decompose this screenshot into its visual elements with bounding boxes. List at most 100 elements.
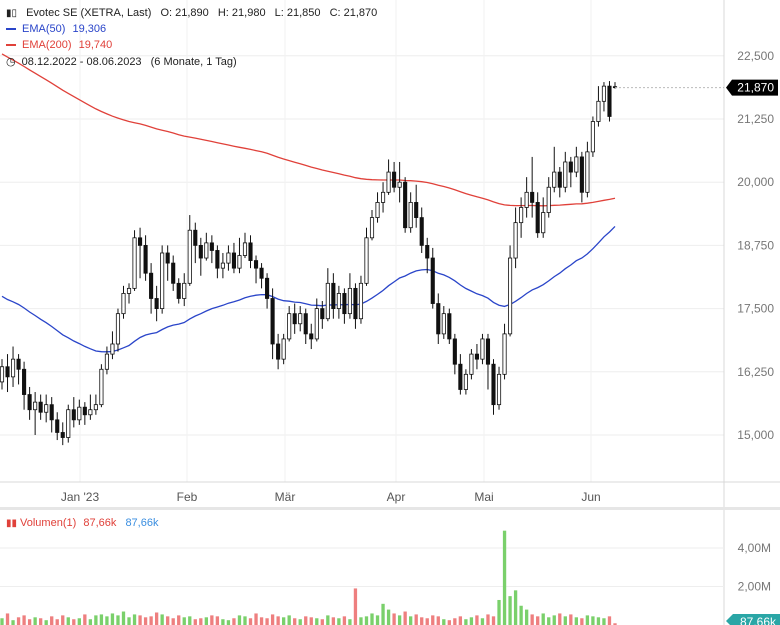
volume-bar[interactable] — [370, 613, 374, 625]
candle-body[interactable] — [530, 191, 535, 203]
candle-body[interactable] — [574, 156, 579, 173]
volume-bar[interactable] — [403, 611, 407, 625]
volume-bar[interactable] — [127, 617, 131, 625]
candle-body[interactable] — [447, 313, 452, 340]
volume-bar[interactable] — [480, 618, 485, 625]
volume-bar[interactable] — [293, 618, 297, 625]
volume-bar[interactable] — [254, 613, 258, 625]
volume-bar[interactable] — [143, 617, 148, 625]
volume-bar[interactable] — [210, 615, 214, 625]
candle-body[interactable] — [369, 217, 375, 239]
candle-body[interactable] — [66, 409, 71, 438]
volume-bar[interactable] — [580, 618, 584, 625]
volume-bar[interactable] — [27, 619, 32, 625]
candle-body[interactable] — [458, 363, 463, 390]
candle-body[interactable] — [93, 404, 98, 411]
volume-bar[interactable] — [547, 617, 551, 625]
candle-body[interactable] — [480, 338, 485, 360]
volume-bar[interactable] — [83, 614, 87, 625]
volume-bar[interactable] — [66, 617, 70, 625]
candle-body[interactable] — [110, 343, 115, 355]
volume-bar[interactable] — [276, 616, 280, 625]
volume-bar[interactable] — [88, 619, 93, 625]
candle-body[interactable] — [5, 366, 10, 378]
candle-body[interactable] — [138, 237, 143, 246]
volume-bar[interactable] — [193, 619, 197, 625]
volume-bar[interactable] — [281, 617, 286, 625]
volume-bar[interactable] — [243, 616, 247, 625]
candle-body[interactable] — [77, 406, 82, 421]
volume-bar[interactable] — [348, 619, 352, 625]
candle-body[interactable] — [496, 373, 502, 406]
candle-body[interactable] — [22, 368, 27, 395]
candle-body[interactable] — [331, 282, 336, 310]
candle-body[interactable] — [160, 252, 165, 309]
candle-body[interactable] — [10, 358, 16, 378]
candle-body[interactable] — [463, 373, 468, 390]
candle-body[interactable] — [104, 353, 109, 370]
candle-body[interactable] — [353, 287, 358, 320]
candle-body[interactable] — [231, 252, 237, 269]
candle-body[interactable] — [38, 401, 43, 413]
candle-body[interactable] — [303, 313, 308, 335]
volume-bar[interactable] — [497, 599, 501, 625]
volume-bar[interactable] — [221, 619, 225, 625]
volume-bar[interactable] — [39, 618, 43, 625]
volume-bar[interactable] — [364, 616, 369, 625]
volume-bar[interactable] — [442, 619, 446, 625]
volume-bar[interactable] — [16, 617, 21, 625]
candle-body[interactable] — [403, 181, 408, 229]
volume-bar[interactable] — [232, 618, 236, 625]
volume-bar[interactable] — [386, 609, 391, 625]
volume-bar[interactable] — [558, 613, 562, 625]
candle-body[interactable] — [563, 161, 568, 188]
volume-bar[interactable] — [138, 615, 142, 625]
candle-body[interactable] — [325, 282, 330, 320]
volume-bar[interactable] — [475, 615, 479, 625]
volume-bar[interactable] — [536, 616, 540, 625]
volume-bar[interactable] — [248, 618, 253, 625]
candle-body[interactable] — [436, 303, 441, 335]
volume-bar[interactable] — [110, 613, 115, 625]
volume-bar[interactable] — [591, 616, 595, 625]
volume-bar[interactable] — [166, 616, 170, 625]
volume-bar[interactable] — [215, 616, 220, 625]
candle-body[interactable] — [55, 419, 60, 433]
candle-body[interactable] — [44, 404, 49, 413]
volume-bar[interactable] — [105, 616, 109, 625]
candle-body[interactable] — [491, 363, 496, 406]
volume-bar[interactable] — [353, 588, 358, 625]
volume-bar[interactable] — [458, 616, 463, 625]
volume-bar[interactable] — [524, 609, 529, 625]
volume-bar[interactable] — [0, 618, 4, 625]
candle-body[interactable] — [248, 242, 253, 261]
volume-bar[interactable] — [436, 616, 440, 625]
volume-bar[interactable] — [381, 603, 385, 625]
candle-body[interactable] — [314, 308, 319, 340]
volume-legend[interactable]: ▮▮ Volumen(1) 87,66k 87,66k — [6, 517, 164, 529]
volume-bar[interactable] — [270, 614, 275, 625]
volume-bar[interactable] — [188, 616, 192, 625]
panel-separator[interactable] — [0, 507, 780, 510]
volume-bar[interactable] — [315, 618, 319, 625]
candle-body[interactable] — [193, 229, 198, 246]
volume-bar[interactable] — [519, 605, 523, 625]
candle-body[interactable] — [16, 358, 21, 370]
candle-body[interactable] — [143, 244, 148, 274]
candle-body[interactable] — [419, 217, 424, 246]
volume-bar[interactable] — [552, 615, 556, 625]
candle-body[interactable] — [154, 298, 159, 310]
volume-bar[interactable] — [602, 618, 606, 625]
candle-body[interactable] — [176, 282, 181, 299]
candle-body[interactable] — [309, 333, 314, 340]
volume-bar[interactable] — [182, 617, 186, 625]
volume-bar[interactable] — [431, 615, 435, 625]
candle-body[interactable] — [469, 353, 474, 375]
candle-body[interactable] — [115, 313, 121, 345]
candle-body[interactable] — [430, 257, 435, 304]
candle-body[interactable] — [425, 244, 430, 259]
volume-bar[interactable] — [513, 590, 518, 625]
volume-bar[interactable] — [447, 620, 451, 625]
candle-body[interactable] — [171, 262, 176, 284]
volume-bar[interactable] — [326, 615, 330, 625]
